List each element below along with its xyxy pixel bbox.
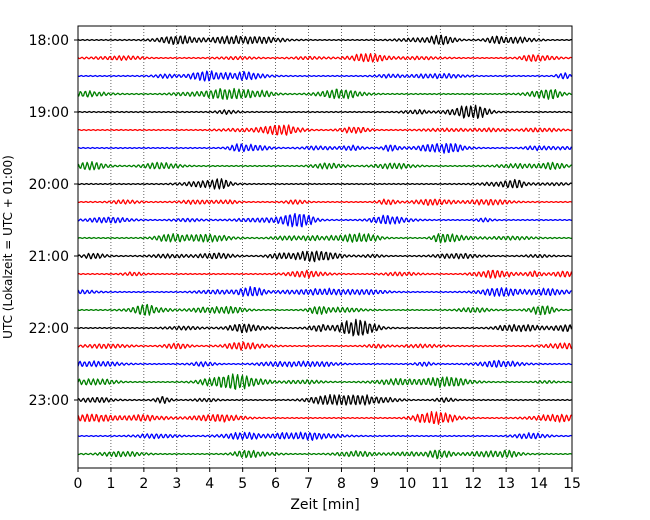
x-tick-label: 11 (431, 476, 449, 492)
seismogram-trace (77, 142, 573, 154)
y-tick-label: 21:00 (29, 249, 69, 265)
seismogram-trace (77, 104, 572, 119)
x-tick-label: 4 (205, 476, 214, 492)
seismogram-trace (77, 318, 573, 337)
x-axis-label: Zeit [min] (290, 497, 359, 513)
seismogram-trace (77, 198, 572, 206)
x-tick-label: 10 (398, 476, 416, 492)
seismogram-trace (77, 161, 572, 171)
seismogram-traces (77, 34, 573, 460)
x-tick-label: 14 (530, 476, 548, 492)
x-tick-label: 0 (74, 476, 83, 492)
x-tick-label: 7 (304, 476, 313, 492)
y-tick-label: 18:00 (29, 33, 69, 49)
seismogram-trace (77, 286, 572, 297)
y-tick-label: 20:00 (29, 177, 69, 193)
seismogram-trace (77, 303, 572, 316)
seismogram-trace (77, 431, 572, 441)
plot-frame (77, 25, 573, 469)
seismogram-trace (77, 394, 572, 406)
seismogram-trace (77, 449, 572, 460)
x-tick-label: 9 (370, 476, 379, 492)
seismogram-trace (77, 70, 573, 82)
x-axis-ticks: 0 1 2 3 4 5 6 7 8 9 10 11 12 13 14 15 (74, 468, 581, 492)
x-tick-label: 2 (139, 476, 148, 492)
x-tick-label: 3 (172, 476, 181, 492)
x-tick-label: 13 (497, 476, 515, 492)
y-axis-ticks: 18:00 19:00 20:00 21:00 22:00 23:00 (29, 33, 78, 409)
y-tick-label: 19:00 (29, 105, 69, 121)
x-tick-label: 5 (238, 476, 247, 492)
seismogram-trace (77, 52, 572, 63)
y-tick-label: 23:00 (29, 393, 69, 409)
x-tick-label: 12 (464, 476, 482, 492)
seismogram-trace (77, 212, 572, 228)
x-tick-label: 1 (106, 476, 115, 492)
x-tick-label: 8 (337, 476, 346, 492)
seismogram-trace (77, 124, 572, 136)
y-tick-label: 22:00 (29, 321, 69, 337)
seismogram-trace (77, 87, 572, 101)
seismogram-trace (77, 359, 572, 368)
seismogram-trace (77, 250, 572, 263)
seismogram-trace (77, 410, 572, 425)
x-tick-label: 15 (563, 476, 581, 492)
y-axis-label: UTC (Lokalzeit = UTC + 01:00) (1, 155, 15, 339)
seismogram-trace (77, 232, 572, 244)
seismogram-trace (77, 341, 573, 351)
x-tick-label: 6 (271, 476, 280, 492)
seismogram-trace (77, 269, 573, 279)
seismogram-trace (77, 34, 572, 46)
seismogram-trace (77, 373, 572, 390)
seismogram-trace (77, 178, 572, 190)
